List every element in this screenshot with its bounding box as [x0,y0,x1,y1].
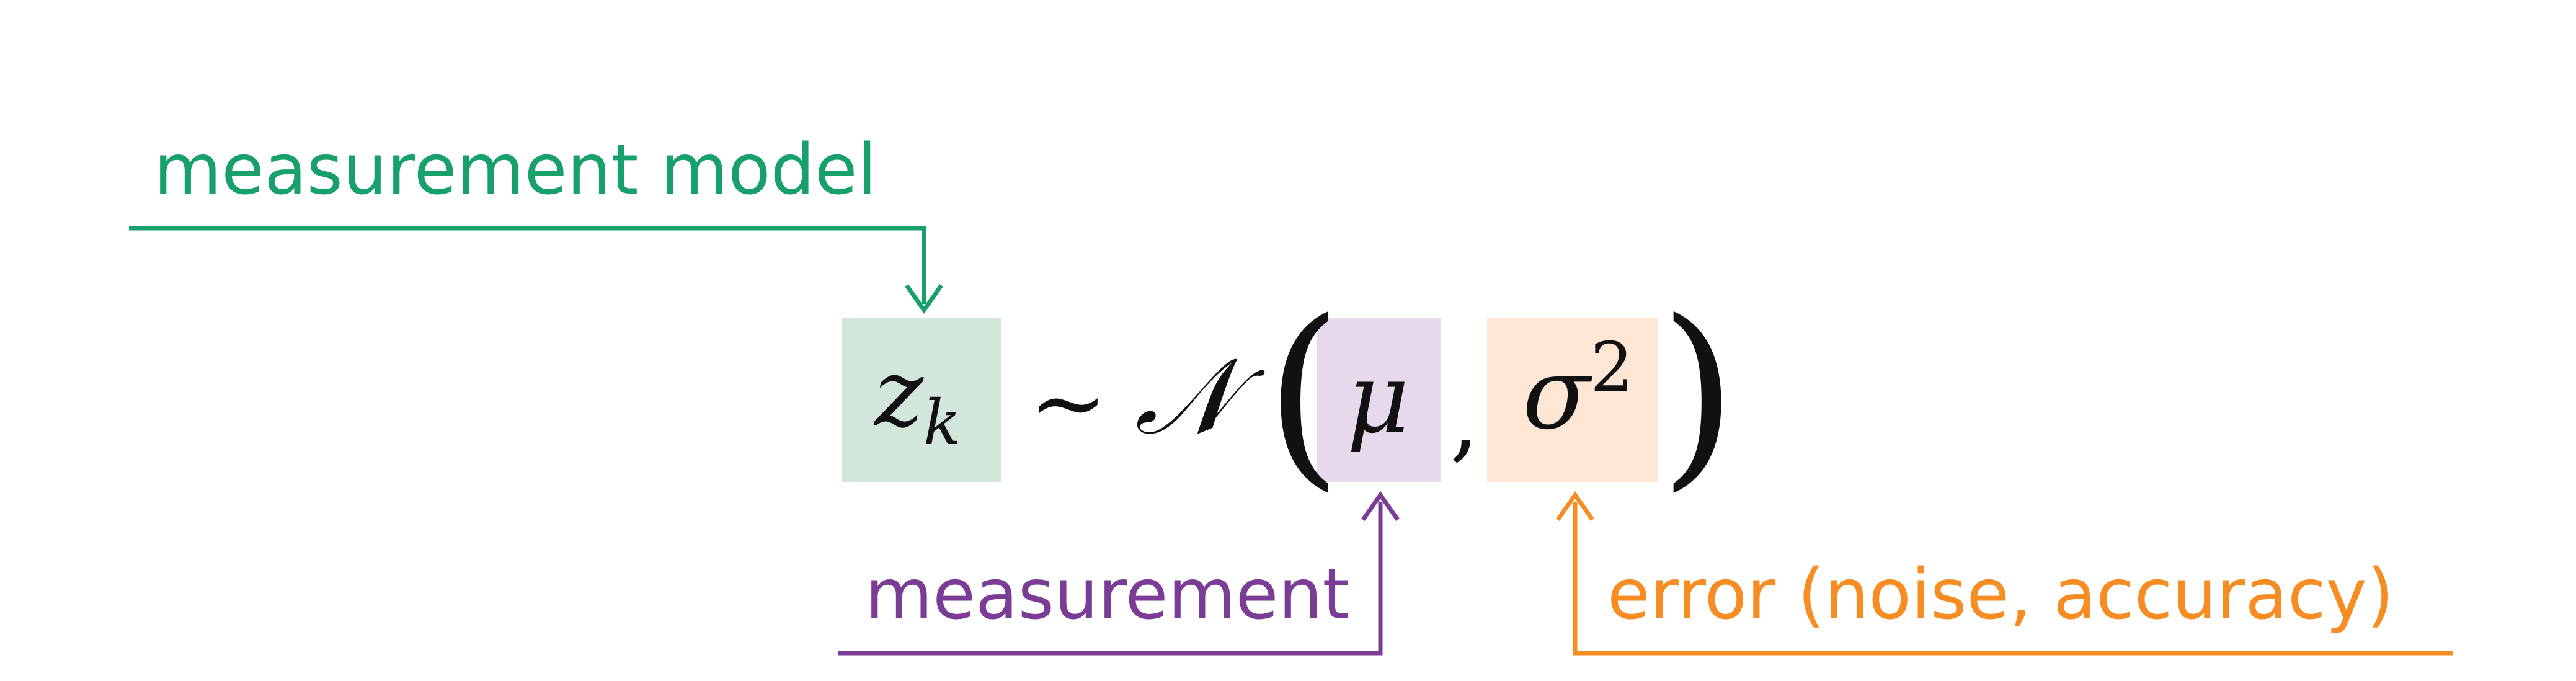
equation-z: zk [874,347,961,454]
z-variable: z [874,340,924,448]
error-label: error (noise, accuracy) [1607,554,2394,635]
mu-highlight-box [1317,318,1441,482]
tilde-operator: ∼ [1029,349,1108,457]
normal-distribution-symbol: 𝒩 [1135,336,1236,458]
z-subscript: k [923,386,961,459]
close-paren: ) [1659,278,1737,509]
measurement-arrow [838,491,1400,656]
sigma-highlight-box [1487,318,1658,482]
open-paren: ( [1265,278,1343,509]
mu-variable: μ [1347,342,1410,455]
z-highlight-box [842,318,1001,482]
error-arrow [1556,491,2453,656]
measurement-model-arrow [129,226,943,314]
sigma-superscript: 2 [1590,327,1634,407]
measurement-model-label: measurement model [154,130,877,210]
comma: , [1450,365,1480,473]
sigma-symbol: σ [1522,336,1591,452]
sigma-variable: σ2 [1522,333,1633,443]
measurement-label: measurement [865,554,1350,635]
